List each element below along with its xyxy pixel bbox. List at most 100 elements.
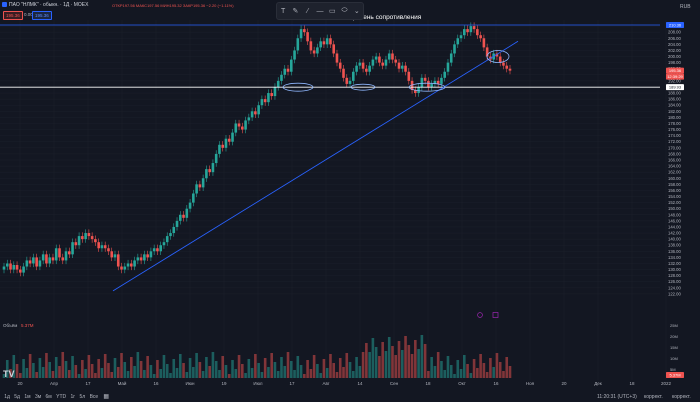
candle-body: [505, 65, 509, 69]
candle-body: [192, 193, 195, 203]
buy-price-badge[interactable]: 195.36: [32, 11, 52, 20]
volume-bar: [221, 356, 225, 378]
volume-bar: [293, 370, 296, 378]
adjustment-mode-label[interactable]: коррект.: [644, 393, 663, 400]
ellipse-tool-icon[interactable]: ⬭: [341, 7, 348, 14]
volume-bar: [352, 371, 355, 378]
candle-body: [338, 62, 342, 69]
volume-bar: [414, 340, 417, 378]
volume-tick-label: 5M: [670, 367, 676, 372]
volume-bar: [169, 373, 172, 378]
volume-bar: [35, 372, 38, 378]
timeframe-2[interactable]: 1м: [24, 393, 31, 400]
resistance-price-tag: 210.36: [669, 22, 682, 27]
candle-body: [234, 123, 238, 133]
symbol-title[interactable]: ПАО "НЛМК" · обыкн. · 1Д · MOEX: [9, 2, 89, 8]
candle-body: [289, 59, 293, 72]
candle-body: [185, 208, 189, 218]
clock-label[interactable]: 11:20:31 (UTC+3): [597, 393, 637, 400]
candle-body: [446, 62, 450, 72]
horizontal-line-tool-icon[interactable]: —: [316, 7, 324, 15]
candle-body: [456, 38, 460, 45]
candle-body: [371, 59, 375, 66]
candle-body: [48, 257, 52, 264]
volume-bar: [120, 353, 123, 378]
sell-price-badge[interactable]: 195.36: [3, 11, 23, 20]
candle-body: [41, 254, 45, 261]
time-tick-label: Ноя: [526, 381, 535, 386]
candle-body: [427, 80, 430, 87]
volume-bar: [391, 346, 394, 378]
candle-body: [381, 62, 384, 66]
candle-body: [329, 38, 332, 45]
timeframe-6[interactable]: 1г: [70, 393, 76, 400]
text-tool-icon[interactable]: T: [281, 7, 286, 15]
candle-body: [5, 263, 9, 267]
candle-body: [436, 80, 440, 84]
candle-body: [2, 266, 6, 270]
volume-bar: [492, 367, 495, 378]
timeframe-8[interactable]: Все: [89, 393, 99, 400]
volume-bar: [270, 353, 273, 378]
timeframe-3[interactable]: 3м: [34, 393, 42, 400]
candle-body: [25, 260, 29, 267]
timeframe-4[interactable]: 6м: [45, 393, 52, 400]
volume-bar: [417, 349, 420, 378]
current-price-tag-bg: [666, 67, 684, 74]
volume-value: 5.37M: [21, 323, 34, 328]
timeframe-7[interactable]: 5л: [79, 393, 86, 400]
volume-bar: [430, 357, 433, 378]
price-tick-label: 174.00: [668, 133, 681, 138]
price-tick-label: 132.00: [668, 261, 681, 266]
more-tools-icon[interactable]: ⌄: [353, 8, 360, 15]
price-tick-label: 130.00: [668, 267, 681, 272]
timeframe-1[interactable]: 5д: [14, 393, 20, 400]
volume-bar: [77, 374, 81, 378]
candle-body: [270, 93, 273, 97]
candle-body: [146, 254, 149, 258]
volume-bar: [446, 356, 450, 378]
price-tick-label: 198.00: [668, 60, 681, 65]
candle-body: [355, 65, 358, 72]
volume-bar: [332, 363, 336, 378]
adjustment-mode-label-2[interactable]: коррект.: [672, 393, 691, 400]
candle-body: [335, 53, 339, 63]
chart-header: ПАО "НЛМК" · обыкн. · 1Д · MOEX ОТКР197.…: [0, 0, 700, 20]
price-tick-label: 206.00: [668, 36, 681, 41]
volume-bar: [175, 368, 179, 378]
volume-bar: [319, 373, 322, 378]
price-tick-label: 172.00: [668, 139, 681, 144]
price-tick-label: 156.00: [668, 188, 681, 193]
volume-bar: [237, 355, 241, 378]
symbol-logo-icon[interactable]: [2, 2, 7, 7]
candle-body: [267, 93, 270, 103]
candle-body: [54, 248, 58, 261]
volume-bar: [201, 371, 205, 378]
ohlc-values: ОТКР197.56 МАКС197.56 МИН195.32 ЗАКР195.…: [112, 2, 234, 8]
brush-tool-icon[interactable]: ⁄: [307, 7, 309, 15]
rectangle-tool-icon[interactable]: ▭: [328, 8, 336, 15]
candle-body: [306, 32, 309, 42]
volume-bar: [397, 341, 401, 378]
price-tick-label: 144.00: [668, 224, 681, 229]
timeframe-5[interactable]: YTD: [56, 393, 67, 400]
volume-bar: [485, 372, 489, 378]
timeframe-0[interactable]: 1д: [4, 393, 10, 400]
volume-bar: [345, 353, 349, 378]
volume-bar: [208, 366, 211, 378]
volume-bar: [462, 355, 466, 378]
volume-bar: [214, 361, 218, 378]
volume-bar: [165, 364, 169, 378]
pen-tool-icon[interactable]: ✎: [292, 8, 299, 15]
candle-body: [28, 260, 32, 264]
time-tick-label: Окт: [458, 381, 466, 386]
candle-body: [485, 47, 489, 57]
price-tick-label: 168.00: [668, 151, 681, 156]
calendar-icon[interactable]: ▦: [103, 394, 110, 400]
candle-body: [420, 77, 424, 87]
currency-label: RUB: [680, 4, 691, 10]
trend-line: [112, 40, 519, 292]
candle-body: [12, 265, 16, 270]
candle-body: [466, 29, 469, 33]
